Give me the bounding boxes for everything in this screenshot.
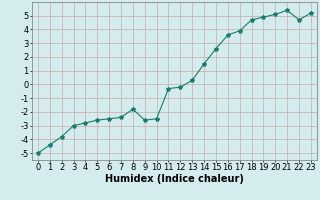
X-axis label: Humidex (Indice chaleur): Humidex (Indice chaleur) [105,174,244,184]
